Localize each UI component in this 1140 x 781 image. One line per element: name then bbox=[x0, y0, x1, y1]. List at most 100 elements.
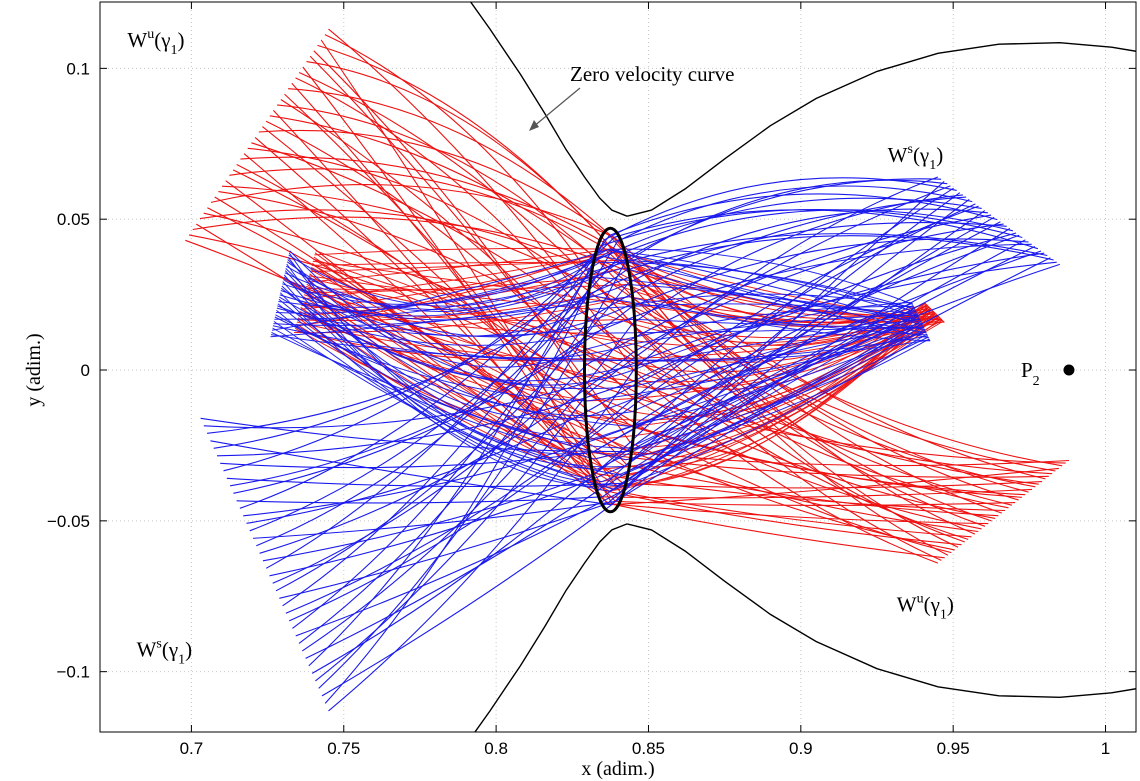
stable-left-trajectory bbox=[279, 503, 608, 599]
stable-left-trajectory bbox=[256, 292, 592, 547]
annotation-main: W bbox=[137, 638, 157, 662]
y-tick-label: −0.1 bbox=[56, 663, 90, 682]
unstable-left-trajectory bbox=[288, 88, 618, 242]
stable-left-trajectory-inner bbox=[278, 298, 592, 440]
stable-right-trajectory-inner bbox=[631, 318, 925, 329]
annotation-sup: s bbox=[156, 637, 161, 652]
stable-right-trajectory bbox=[625, 235, 1054, 271]
zero-velocity-annotation: Zero velocity curve bbox=[529, 62, 734, 131]
unstable-left-trajectory bbox=[269, 115, 629, 284]
unstable-right-trajectory bbox=[633, 369, 939, 564]
stable-right-trajectory-inner bbox=[614, 333, 928, 490]
x-tick-label: 0.9 bbox=[789, 739, 813, 758]
unstable-left-trajectory bbox=[203, 212, 634, 382]
annotation-main: W bbox=[127, 28, 147, 52]
unstable-left-trajectory bbox=[192, 216, 627, 271]
unstable-right-trajectory bbox=[626, 464, 999, 517]
unstable-left-trajectory bbox=[258, 129, 610, 236]
stable-right-trajectory bbox=[594, 233, 1048, 272]
stable-right-trajectory-inner bbox=[588, 326, 924, 334]
stable-left-trajectory bbox=[216, 380, 634, 457]
stable-right-trajectory bbox=[587, 243, 1032, 337]
primary-body-p2 bbox=[1063, 364, 1075, 376]
stable-left-trajectory-inner bbox=[280, 287, 588, 382]
stable-right-trajectory-inner bbox=[633, 335, 929, 361]
stable-right-trajectory bbox=[604, 177, 957, 241]
unstable-right-trajectory bbox=[612, 503, 945, 559]
axes-frame bbox=[99, 1, 1137, 733]
unstable-left-trajectory bbox=[324, 34, 594, 280]
y-tick-label: 0 bbox=[81, 361, 90, 380]
annotation-paren: (γ bbox=[162, 638, 178, 662]
unstable-right-trajectory bbox=[594, 270, 1056, 472]
grid bbox=[100, 2, 1136, 732]
p2-marker bbox=[1063, 364, 1075, 376]
axis-tick-labels: 0.7 0.75 0.8 0.85 0.9 0.95 1 0.1 0.05 0 −0.05 −0.1 bbox=[47, 59, 1110, 758]
zero-velocity-curve bbox=[469, 2, 1136, 732]
annotation-paren: (γ bbox=[924, 592, 940, 616]
stable-left-trajectory bbox=[200, 417, 629, 453]
annotation-sup: u bbox=[147, 27, 154, 42]
annotation-main: W bbox=[888, 143, 908, 167]
zvc-lower-left bbox=[474, 523, 628, 732]
annotation-sub: 1 bbox=[929, 158, 936, 173]
unstable-right-trajectory bbox=[622, 481, 1043, 489]
stable-right-trajectory-inner bbox=[594, 336, 929, 460]
stable-left-trajectory-inner bbox=[282, 281, 598, 470]
y-tick-label: 0.1 bbox=[66, 59, 90, 78]
unstable-left-trajectory-inner bbox=[308, 275, 591, 310]
unstable-right-trajectory bbox=[615, 500, 1016, 506]
unstable-right-trajectory bbox=[630, 306, 1036, 488]
x-tick-label: 0.75 bbox=[327, 739, 360, 758]
unstable-right-trajectory bbox=[587, 335, 1039, 485]
stable-right-trajectory-inner bbox=[627, 317, 920, 449]
annotation-sub: 1 bbox=[940, 607, 947, 622]
stable-right-trajectory bbox=[602, 239, 1026, 498]
x-tick-label: 0.7 bbox=[180, 739, 204, 758]
unstable-left-trajectory bbox=[207, 207, 593, 453]
annotation-sup: u bbox=[917, 591, 924, 606]
stable-left-trajectory-inner bbox=[271, 331, 627, 461]
stable-left-trajectory-inner bbox=[286, 261, 631, 338]
stable-left-trajectory bbox=[207, 269, 627, 434]
stable-left-trajectory bbox=[305, 489, 600, 659]
annotation-wu-bottom-right: Wu(γ1) bbox=[897, 591, 954, 622]
stable-right-trajectory bbox=[592, 178, 942, 280]
unstable-left-trajectory-inner bbox=[296, 321, 634, 361]
unstable-right-trajectory-inner bbox=[628, 296, 945, 323]
axis-ticks bbox=[100, 2, 1136, 732]
stable-left-trajectory bbox=[230, 335, 589, 487]
stable-left-trajectory bbox=[226, 477, 624, 488]
stable-left-trajectory bbox=[243, 425, 632, 517]
unstable-right-trajectory bbox=[629, 441, 955, 551]
x-tick-label: 0.95 bbox=[937, 739, 970, 758]
stable-left-trajectory bbox=[253, 500, 616, 539]
unstable-left-trajectory-inner bbox=[294, 296, 630, 334]
stable-right-trajectory bbox=[595, 221, 1001, 474]
y-tick-label: −0.05 bbox=[47, 512, 90, 531]
unstable-left-trajectory bbox=[306, 61, 605, 241]
stable-left-trajectory-inner bbox=[272, 327, 595, 460]
stable-right-trajectory bbox=[630, 238, 1029, 308]
stable-right-trajectory-inner bbox=[633, 301, 913, 371]
unstable-left-trajectory bbox=[199, 209, 595, 272]
stable-left-trajectory bbox=[220, 451, 593, 469]
stable-right-trajectory bbox=[589, 203, 976, 438]
stable-right-trajectory bbox=[591, 250, 1042, 453]
stable-right-trajectory-inner bbox=[587, 318, 921, 376]
unstable-left-trajectory bbox=[254, 136, 596, 474]
stable-right-trajectory bbox=[614, 209, 1039, 250]
unstable-right-trajectory bbox=[632, 398, 982, 530]
stable-left-trajectory bbox=[239, 245, 602, 509]
stable-left-trajectory bbox=[203, 381, 588, 429]
stable-right-trajectory-inner bbox=[625, 338, 930, 461]
x-axis-label: x (adim.) bbox=[581, 758, 654, 780]
unstable-right-trajectory bbox=[607, 503, 989, 525]
annotation-main: W bbox=[897, 592, 917, 616]
annotation-wu-top-left: Wu(γ1) bbox=[127, 27, 184, 58]
stable-right-trajectory-inner bbox=[628, 296, 931, 342]
unstable-right-trajectory bbox=[602, 488, 1033, 499]
annotation-close: ) bbox=[178, 28, 185, 52]
unstable-right-trajectory bbox=[599, 488, 962, 546]
